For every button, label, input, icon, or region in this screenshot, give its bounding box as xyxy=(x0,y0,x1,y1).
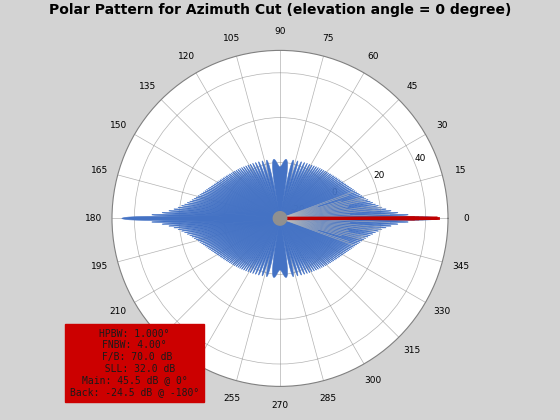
Polygon shape xyxy=(122,159,438,278)
Polygon shape xyxy=(273,212,287,225)
Title: Polar Pattern for Azimuth Cut (elevation angle = 0 degree): Polar Pattern for Azimuth Cut (elevation… xyxy=(49,3,511,16)
Text: HPBW: 1.000°
FNBW: 4.00°
 F/B: 70.0 dB
  SLL: 32.0 dB
Main: 45.5 dB @ 0°
Back: -: HPBW: 1.000° FNBW: 4.00° F/B: 70.0 dB SL… xyxy=(70,329,199,397)
